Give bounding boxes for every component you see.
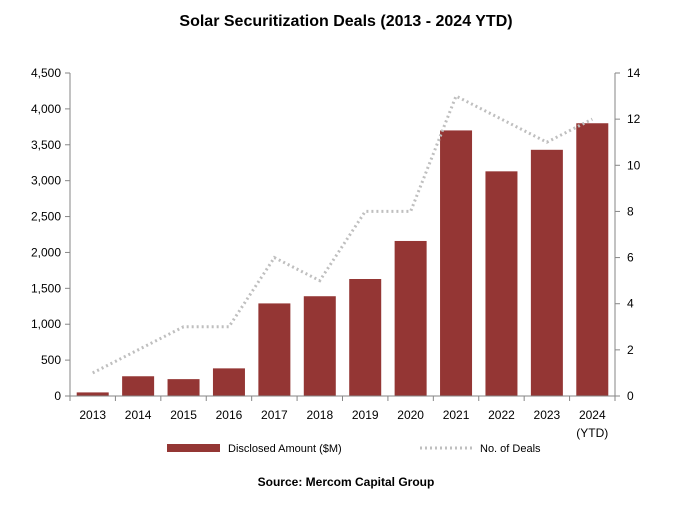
x-tick-label: 2015 [170, 408, 197, 422]
bar-2014 [122, 376, 155, 396]
bar-2022 [485, 171, 518, 396]
x-tick-label: 2022 [488, 408, 515, 422]
bar-2020 [394, 240, 427, 396]
legend-swatch-amount [167, 444, 220, 452]
bar-2017 [258, 303, 291, 396]
x-tick-label: 2016 [216, 408, 243, 422]
right-tick-label: 10 [627, 158, 641, 172]
right-tick-label: 14 [627, 66, 641, 80]
x-tick-label: 2019 [352, 408, 379, 422]
x-tick-label: 2014 [125, 408, 152, 422]
x-tick-label: 2023 [534, 408, 561, 422]
left-tick-label: 3,500 [31, 138, 61, 152]
left-tick-label: 0 [54, 389, 61, 403]
source-note: Source: Mercom Capital Group [258, 475, 435, 489]
x-tick-label: 2020 [397, 408, 424, 422]
bar-2015 [167, 379, 200, 396]
x-tick-label: 2018 [306, 408, 333, 422]
right-tick-label: 12 [627, 112, 641, 126]
right-tick-label: 8 [627, 204, 634, 218]
legend-label-amount: Disclosed Amount ($M) [228, 443, 342, 455]
x-tick-sublabel: (YTD) [576, 426, 608, 440]
bar-series [76, 123, 609, 396]
left-tick-label: 4,500 [31, 66, 61, 80]
bar-2013 [76, 392, 109, 396]
x-tick-label: 2021 [443, 408, 470, 422]
bar-2024 [576, 123, 609, 396]
left-tick-label: 1,000 [31, 317, 61, 331]
axes: 0 500 1,000 1,500 2,000 2,500 3,000 3,500 4,000 4… [31, 66, 641, 440]
right-tick-label: 2 [627, 343, 634, 357]
bar-2023 [530, 149, 563, 396]
bar-2016 [212, 368, 245, 396]
bar-2018 [303, 296, 336, 396]
chart-title: Solar Securitization Deals (2013 - 2024 … [179, 13, 512, 30]
bar-2021 [440, 130, 473, 396]
right-tick-label: 6 [627, 251, 634, 265]
bar-2019 [349, 279, 382, 396]
left-tick-label: 2,000 [31, 245, 61, 259]
left-tick-label: 2,500 [31, 210, 61, 224]
x-tick-label: 2013 [79, 408, 106, 422]
right-tick-label: 4 [627, 297, 634, 311]
left-tick-label: 1,500 [31, 281, 61, 295]
right-tick-label: 0 [627, 389, 634, 403]
x-tick-label: 2017 [261, 408, 288, 422]
legend: Disclosed Amount ($M) No. of Deals [167, 443, 541, 455]
left-tick-label: 4,000 [31, 102, 61, 116]
left-tick-label: 3,000 [31, 174, 61, 188]
legend-label-deals: No. of Deals [480, 443, 541, 455]
left-tick-label: 500 [41, 353, 61, 367]
x-tick-label: 2024 [579, 408, 606, 422]
